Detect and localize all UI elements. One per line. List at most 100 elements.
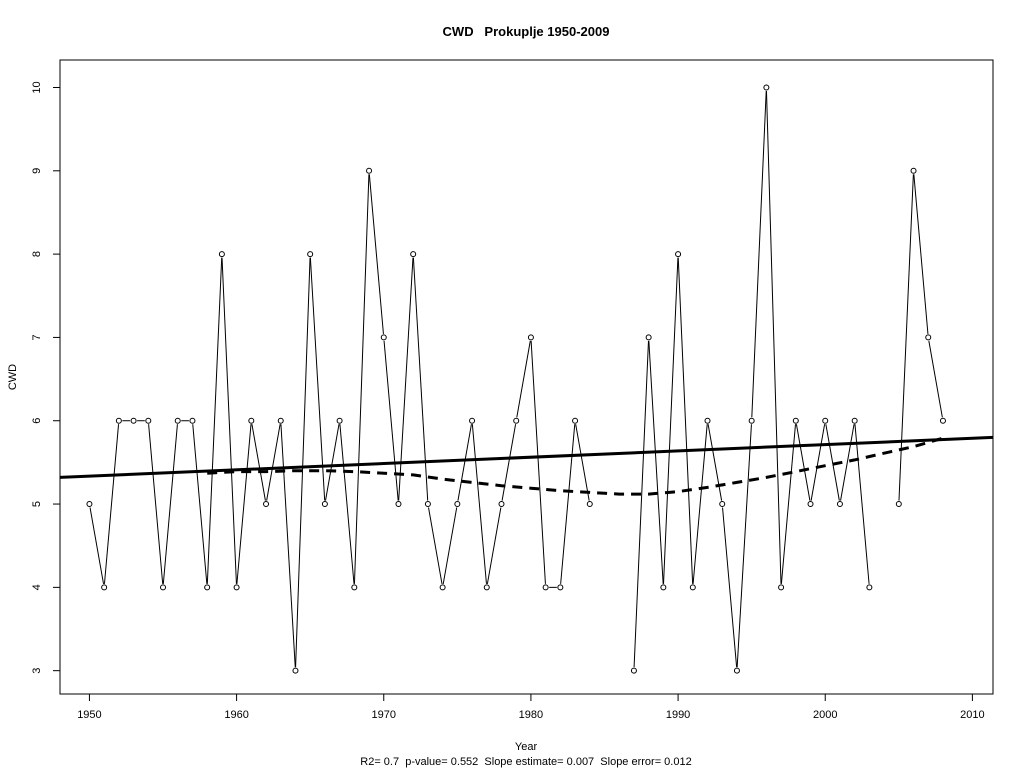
data-line-segment (575, 424, 590, 501)
x-tick-label: 1980 (519, 709, 543, 721)
data-point (513, 417, 520, 424)
series-layer (59, 84, 994, 674)
data-line-segment (412, 257, 429, 501)
data-line-segment (148, 424, 164, 584)
data-point (660, 584, 667, 591)
data-point (145, 417, 152, 424)
data-line-segment (560, 424, 576, 584)
data-line-segment (471, 424, 487, 584)
data-point (498, 501, 505, 508)
data-point (469, 417, 476, 424)
data-point (189, 417, 196, 424)
x-tick-label: 1960 (224, 709, 248, 721)
data-point (454, 501, 461, 508)
data-point (557, 584, 564, 591)
data-line-segment (309, 257, 326, 501)
data-point (675, 251, 682, 258)
data-line-segment (339, 424, 355, 584)
data-line-segment (442, 507, 458, 585)
data-line-segment (221, 257, 237, 584)
y-tick-label: 10 (31, 81, 43, 93)
data-point (645, 334, 652, 341)
data-point (277, 417, 284, 424)
data-line-segment (840, 424, 855, 501)
data-point (866, 584, 873, 591)
x-tick-label: 1990 (666, 709, 690, 721)
data-point (130, 417, 137, 424)
trend-line (59, 435, 994, 479)
data-line-segment (751, 90, 767, 418)
data-point (263, 501, 270, 508)
data-line-segment (795, 424, 811, 501)
data-point (586, 501, 593, 508)
data-line-segment (325, 424, 340, 501)
data-point (160, 584, 167, 591)
y-tick-label: 8 (31, 251, 43, 257)
data-line-segment (383, 340, 399, 501)
data-point (748, 417, 755, 424)
y-tick-label: 4 (31, 584, 43, 590)
data-line-segment (192, 424, 208, 584)
data-point (307, 251, 314, 258)
data-line-segment (353, 174, 370, 584)
data-line-segment (398, 257, 414, 501)
data-line-segment (206, 257, 223, 584)
data-line-segment (810, 424, 826, 501)
data-line-segment (692, 424, 708, 584)
data-point (380, 334, 387, 341)
data-point (925, 334, 932, 341)
data-line-segment (89, 507, 105, 585)
data-point (822, 417, 829, 424)
data-line-segment (722, 507, 738, 668)
y-tick-label: 6 (31, 418, 43, 424)
data-point (792, 417, 799, 424)
data-point (895, 501, 902, 508)
data-point (689, 584, 696, 591)
data-line-segment (368, 174, 384, 334)
y-axis-label: CWD (7, 364, 19, 390)
x-tick-label: 2000 (813, 709, 837, 721)
data-point (366, 167, 373, 174)
data-point (336, 417, 343, 424)
data-point (527, 334, 534, 341)
x-tick-label: 1950 (77, 709, 101, 721)
x-tick-label: 1970 (372, 709, 396, 721)
y-tick-label: 9 (31, 168, 43, 174)
data-line-segment (898, 174, 914, 501)
data-point (572, 417, 579, 424)
data-line-segment (780, 424, 796, 584)
data-line-segment (280, 424, 296, 668)
data-line-segment (663, 257, 679, 584)
data-point (395, 501, 402, 508)
x-axis-label: Year (515, 741, 538, 753)
data-point (321, 501, 328, 508)
data-point (101, 584, 108, 591)
data-point (807, 501, 814, 508)
data-line-segment (648, 340, 664, 584)
data-line-segment (928, 340, 943, 418)
data-line-segment (736, 424, 752, 668)
data-point (424, 501, 431, 508)
data-line-segment (236, 424, 252, 584)
data-point (410, 251, 417, 258)
data-point (719, 501, 726, 508)
data-point (218, 251, 225, 258)
data-line-segment (854, 424, 870, 584)
smoothed-curve (207, 436, 944, 496)
y-tick-label: 5 (31, 501, 43, 507)
data-point (439, 584, 446, 591)
data-point (778, 584, 785, 591)
data-point (763, 84, 770, 91)
data-line-segment (707, 424, 723, 501)
data-point (248, 417, 255, 424)
data-point (733, 667, 740, 674)
data-point (233, 584, 240, 591)
x-tick-label: 2010 (960, 709, 984, 721)
data-point (836, 501, 843, 508)
data-point (351, 584, 358, 591)
data-point (630, 667, 637, 674)
data-point (704, 417, 711, 424)
y-axis: 3 4 5 6 7 8 9 10 (31, 81, 60, 674)
data-point (910, 167, 917, 174)
data-line-segment (677, 257, 694, 584)
